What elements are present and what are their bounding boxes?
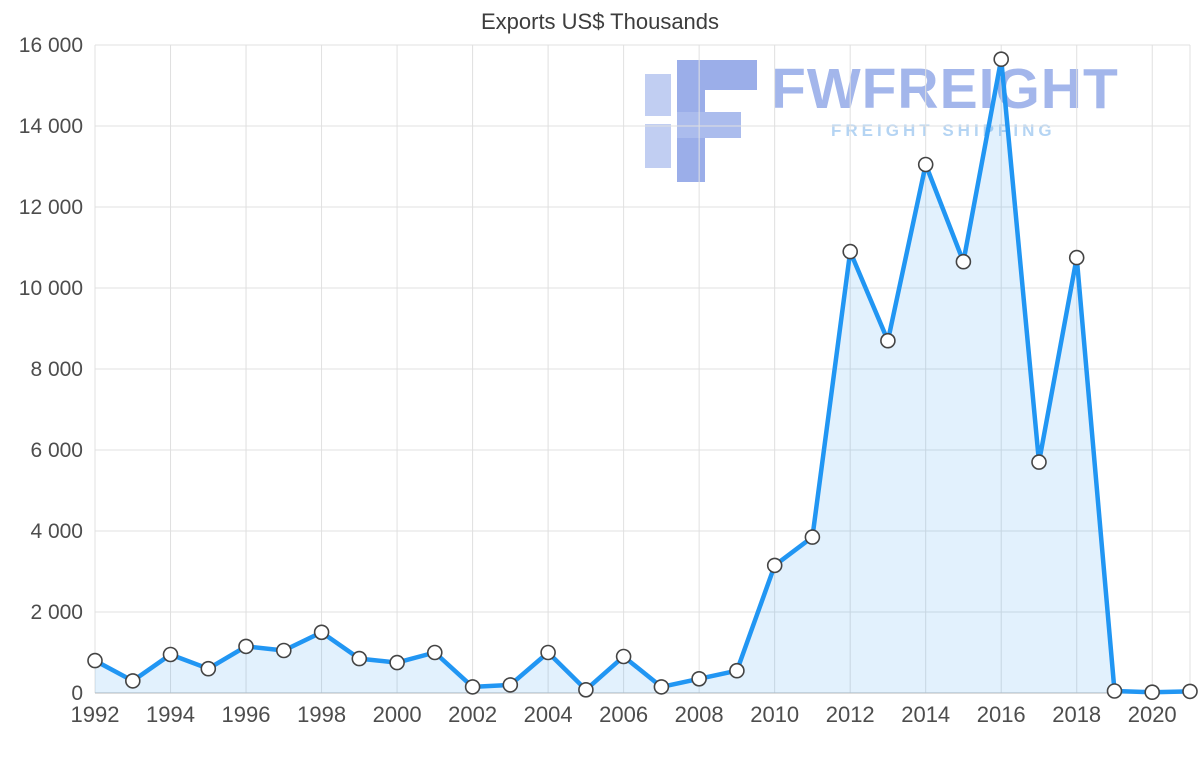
y-axis-tick-label: 6 000 [30,439,83,462]
data-point-marker[interactable] [1106,683,1123,699]
data-point-marker[interactable] [653,679,670,695]
data-point-marker[interactable] [804,529,821,545]
x-axis-tick-label: 2004 [524,702,573,727]
data-point-marker[interactable] [917,156,934,173]
x-axis-tick-label: 2002 [448,702,497,727]
y-axis-tick-label: 8 000 [30,358,83,381]
y-axis-tick-label: 14 000 [19,115,83,138]
watermark-brand: FWFREIGHT [771,57,1119,121]
x-axis-tick-label: 2006 [599,702,648,727]
data-point-marker[interactable] [1031,454,1047,470]
data-point-marker[interactable] [426,644,443,661]
data-point-marker[interactable] [766,557,783,574]
y-axis-tick-label: 12 000 [19,196,83,219]
watermark-text: FWFREIGHT FREIGHT SHIPPING [771,60,1119,141]
fwfreight-logo-icon [645,60,757,182]
data-point-marker[interactable] [1144,684,1160,701]
data-point-marker[interactable] [275,642,292,659]
data-point-marker[interactable] [842,243,859,260]
x-axis-tick-label: 2016 [977,702,1026,727]
x-axis-tick-label: 1996 [222,702,271,727]
x-axis-tick-label: 2018 [1052,702,1101,727]
area-fill [95,59,1190,693]
data-point-marker[interactable] [313,624,330,641]
data-point-marker[interactable] [880,332,896,349]
x-axis-tick-label: 2020 [1128,702,1177,727]
data-point-marker[interactable] [389,654,405,671]
x-axis-tick-label: 2008 [675,702,724,727]
x-axis-tick-label: 1994 [146,702,195,727]
data-point-marker[interactable] [1068,249,1085,266]
y-axis-labels: 0 2 000 4 000 6 000 8 000 10 000 12 000 14 000 1… [19,34,83,705]
data-point-marker[interactable] [729,662,745,679]
y-axis-tick-label: 2 000 [30,601,83,624]
data-point-marker[interactable] [540,644,556,661]
data-point-marker[interactable] [578,681,594,698]
data-point-marker[interactable] [464,679,481,695]
gridlines [94,44,1191,694]
x-axis-tick-label: 1992 [71,702,120,727]
data-point-marker[interactable] [200,660,217,677]
data-point-marker[interactable] [502,677,519,693]
x-axis-tick-label: 2010 [750,702,799,727]
data-point-marker[interactable] [993,51,1010,68]
data-point-marker[interactable] [351,650,368,667]
y-axis-tick-label: 0 [71,682,83,705]
data-point-marker[interactable] [615,648,632,665]
watermark: FWFREIGHT FREIGHT SHIPPING [645,60,1119,182]
data-points [87,51,1198,701]
x-axis-labels: 1992 1994 1996 1998 2000 2002 2004 2006 2008 2010… [71,702,1177,727]
y-axis-tick-label: 16 000 [19,34,83,57]
data-point-marker[interactable] [691,670,707,687]
x-axis-tick-label: 2012 [826,702,875,727]
y-axis-tick-label: 4 000 [30,520,83,543]
data-point-marker[interactable] [955,253,972,270]
data-point-marker[interactable] [162,646,179,663]
x-axis-tick-label: 2000 [373,702,422,727]
data-point-marker[interactable] [125,673,141,689]
x-axis-tick-label: 2014 [901,702,950,727]
data-point-marker[interactable] [1182,683,1198,700]
chart-title: Exports US$ Thousands [480,9,720,34]
x-axis-tick-label: 1998 [297,702,346,727]
data-point-marker[interactable] [87,652,103,669]
data-point-marker[interactable] [238,638,254,655]
y-axis-tick-label: 10 000 [19,277,83,300]
